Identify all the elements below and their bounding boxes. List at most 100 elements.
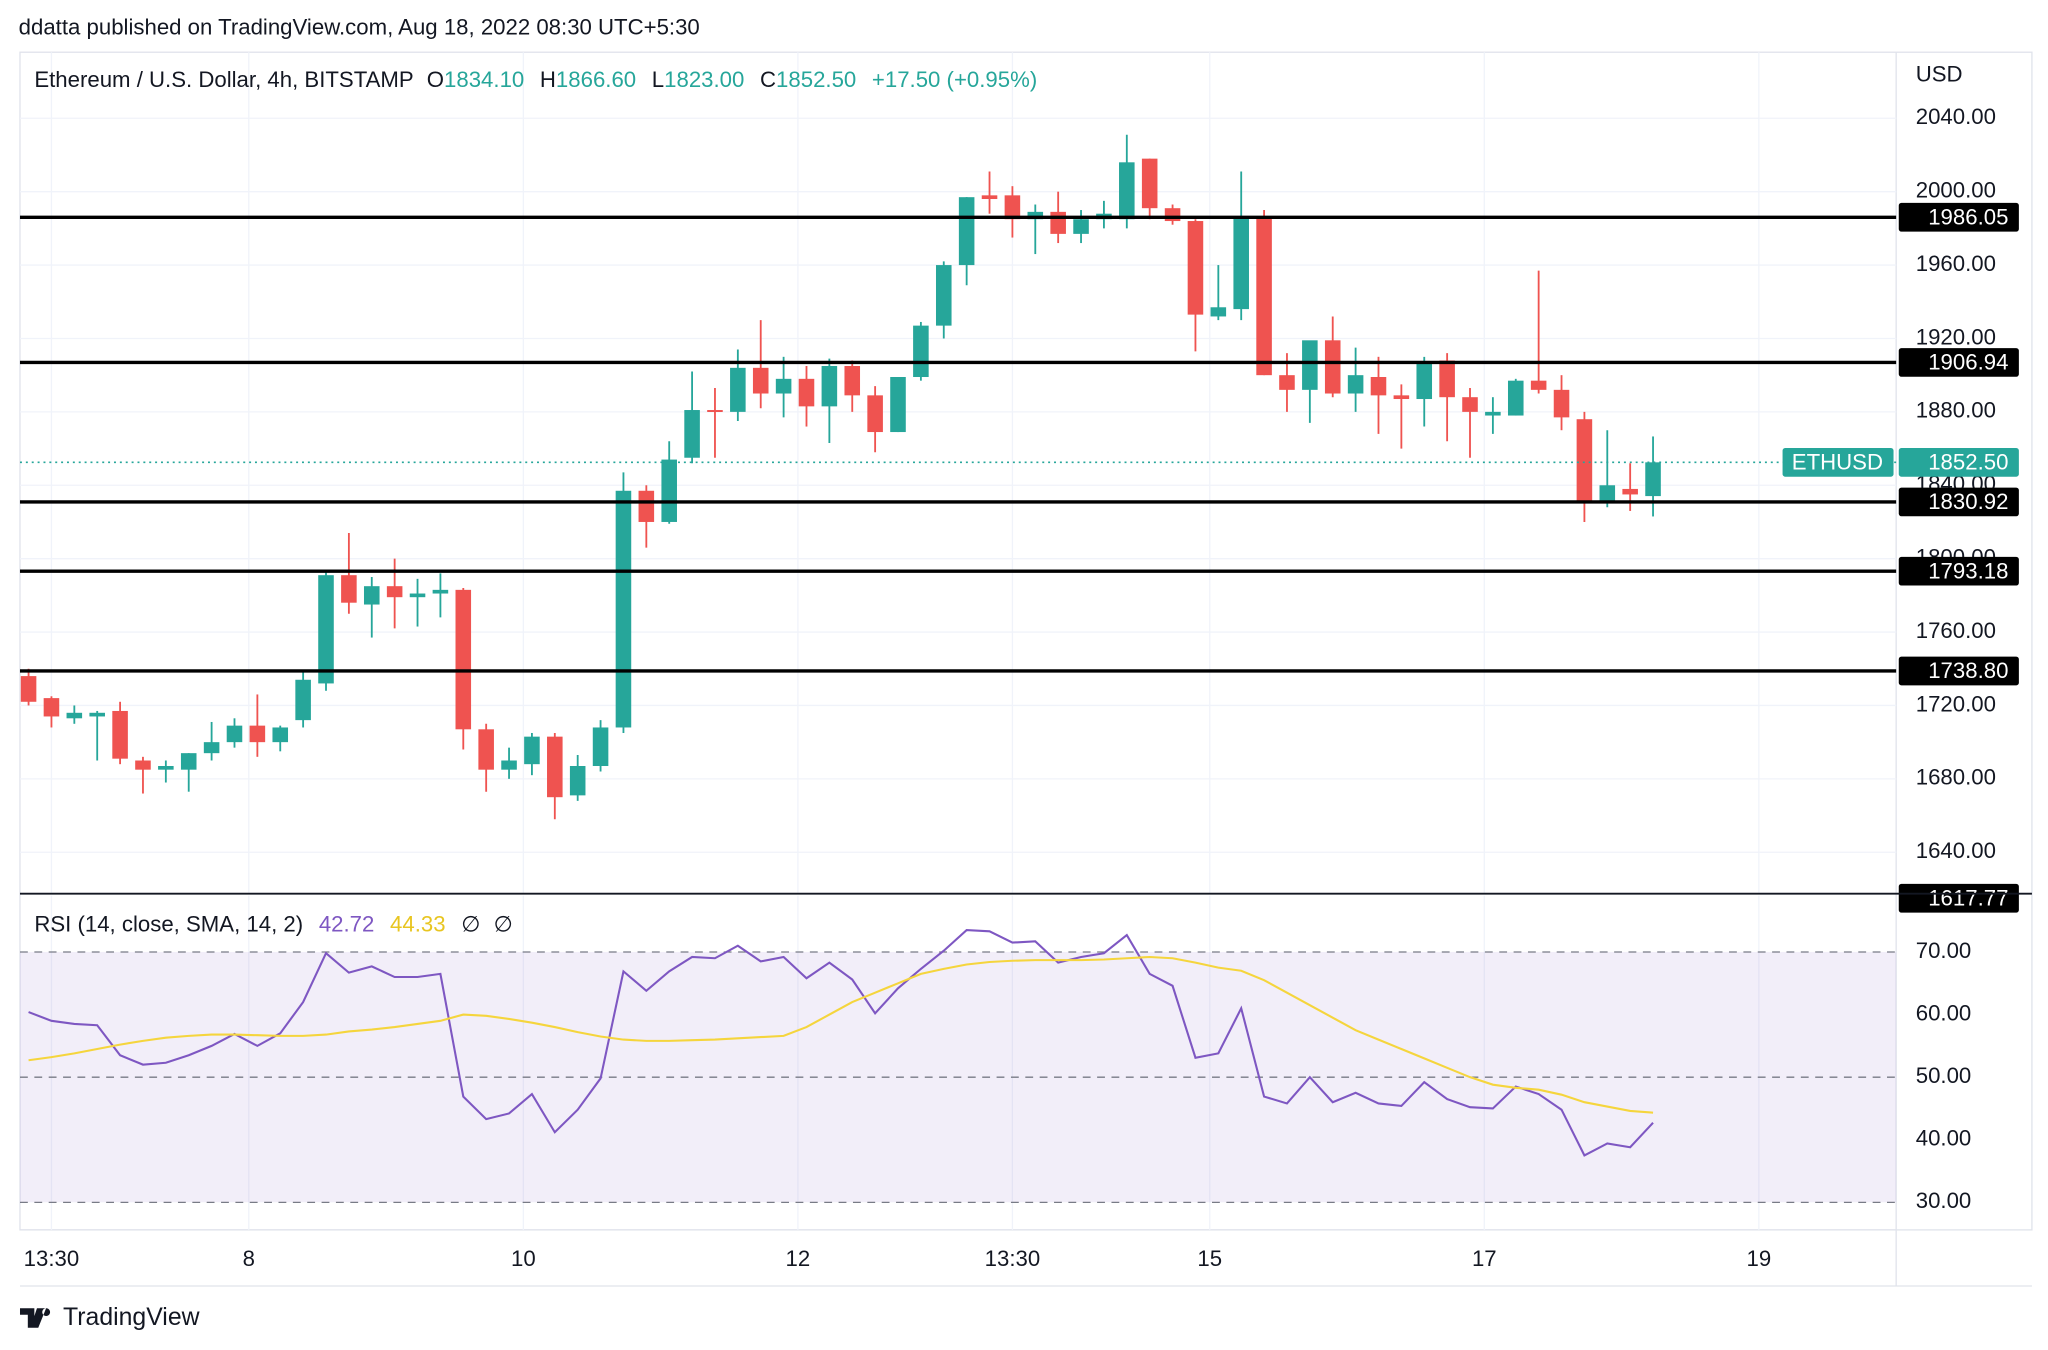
- candle-body: [1141, 158, 1158, 209]
- candle-body: [295, 679, 311, 721]
- plot: 13:30 8 10 12 13:30 15 17 19 1640.00 1680.00 1720.…: [19, 52, 2019, 1271]
- candle-body: [318, 575, 334, 684]
- y-tick-label: 1640.00: [1916, 838, 1996, 863]
- candle-body: [844, 365, 861, 396]
- candle-body: [1073, 219, 1089, 234]
- legend-change: +17.50 (+0.95%): [872, 67, 1037, 92]
- candle-body: [1004, 195, 1021, 220]
- y-tick-label: 2000.00: [1916, 178, 1996, 203]
- level-label: 1986.05: [1928, 204, 2008, 229]
- x-tick-label: 12: [786, 1246, 811, 1271]
- legend-key: H: [540, 67, 556, 92]
- last-name-box: [1782, 447, 1894, 477]
- rsi-status: ∅: [461, 912, 480, 937]
- candle-body: [821, 365, 838, 407]
- legend-value: 1866.60: [556, 67, 636, 92]
- candle-body: [89, 712, 105, 717]
- candle-body: [775, 378, 792, 394]
- candle-body: [226, 725, 243, 743]
- x-tick-label: 17: [1472, 1246, 1497, 1271]
- candle-body: [1119, 162, 1135, 220]
- last-name: ETHUSD: [1792, 449, 1883, 474]
- x-tick-label: 8: [243, 1246, 255, 1271]
- bottom-price-box: [1898, 883, 2019, 913]
- candle-body: [638, 490, 655, 522]
- candle-body: [158, 766, 174, 770]
- candle-body: [272, 727, 289, 743]
- candle-body: [478, 729, 494, 770]
- legend-value: 1834.10: [444, 67, 524, 92]
- candle-body: [1462, 397, 1478, 412]
- brand-logo: [19, 1308, 51, 1328]
- legend-value: 1852.50: [776, 67, 856, 92]
- x-tick-label: 13:30: [985, 1246, 1041, 1271]
- legend-key: O: [427, 67, 444, 92]
- candle-body: [455, 589, 472, 730]
- candle-body: [341, 575, 357, 603]
- legend-key: C: [760, 67, 776, 92]
- candle-body: [1622, 488, 1638, 495]
- candle-body: [409, 593, 426, 598]
- y-tick-label: 50.00: [1916, 1063, 1972, 1088]
- rsi-title: RSI (14, close, SMA, 14, 2): [34, 912, 303, 937]
- rsi-line: [28, 955, 1654, 1114]
- level-box: [1898, 348, 2019, 377]
- candle-body: [203, 742, 220, 754]
- candle-body: [43, 698, 60, 717]
- candle-body: [707, 410, 723, 412]
- candle-body: [363, 586, 380, 605]
- candle-body: [1553, 389, 1570, 418]
- candle-body: [1324, 340, 1341, 394]
- candle-body: [1507, 380, 1524, 416]
- rsi-legend: RSI (14, close, SMA, 14, 2) 42.72 44.33 ∅ ∅: [34, 912, 513, 937]
- candle-body: [867, 395, 883, 433]
- candle-body: [1279, 375, 1295, 390]
- candle-body: [1599, 485, 1616, 502]
- legend-value: 1823.00: [664, 67, 744, 92]
- last-price-label: 1852.50: [1928, 449, 2008, 474]
- candle-body: [890, 377, 906, 433]
- candle-body: [180, 753, 197, 770]
- candle-body: [547, 736, 563, 798]
- y-tick-label: 30.00: [1916, 1188, 1972, 1213]
- candle-body: [1485, 411, 1501, 416]
- y-tick-label: 40.00: [1916, 1126, 1972, 1151]
- candle-body: [1164, 208, 1181, 222]
- candle-body: [1439, 360, 1455, 398]
- candle-body: [1256, 217, 1272, 376]
- candle-body: [112, 710, 128, 759]
- published-note: ddatta published on TradingView.com, Aug…: [19, 15, 700, 40]
- level-label: 1793.18: [1928, 558, 2008, 583]
- y-tick-label: 60.00: [1916, 1000, 1972, 1025]
- y-tick-label: 2040.00: [1916, 104, 1996, 129]
- legend-key: L: [652, 67, 664, 92]
- x-tick-label: 10: [511, 1246, 536, 1271]
- candle-body: [1393, 395, 1410, 400]
- legend: Ethereum / U.S. Dollar, 4h, BITSTAMP O183…: [34, 67, 1037, 92]
- level-box: [1898, 656, 2019, 686]
- x-tick-label: 13:30: [24, 1246, 80, 1271]
- level-label: 1906.94: [1928, 350, 2008, 375]
- level-label: 1830.92: [1928, 489, 2008, 514]
- currency: USD: [1916, 62, 1963, 87]
- candle-body: [1233, 217, 1249, 310]
- candle-body: [592, 727, 609, 767]
- candle-body: [1576, 419, 1593, 502]
- rsi-status: ∅: [494, 912, 513, 937]
- candle-body: [1645, 462, 1661, 497]
- level-box: [1898, 202, 2019, 232]
- candle-body: [1302, 340, 1318, 390]
- y-tick-label: 1880.00: [1916, 398, 1996, 423]
- brand-name: TradingView: [63, 1304, 200, 1331]
- y-tick-label: 1920.00: [1916, 324, 1996, 349]
- candle-body: [1187, 221, 1204, 315]
- candle-body: [958, 197, 975, 266]
- candle-body: [569, 766, 586, 796]
- candle-body: [615, 490, 632, 728]
- candle-body: [981, 195, 998, 200]
- candle-body: [1210, 307, 1227, 317]
- x-tick-label: 19: [1747, 1246, 1772, 1271]
- candle-body: [501, 760, 517, 770]
